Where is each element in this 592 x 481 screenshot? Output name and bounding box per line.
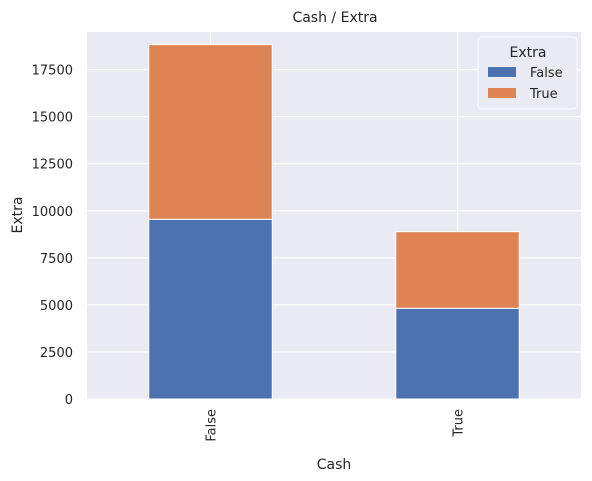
x-axis-ticks: False True bbox=[205, 409, 467, 442]
legend-title: Extra bbox=[510, 45, 547, 61]
y-axis-ticks: 0 2500 5000 7500 10000 12500 15000 17500 bbox=[32, 64, 73, 408]
y-tick-label: 0 bbox=[65, 393, 73, 408]
bar-false-false bbox=[148, 218, 273, 400]
legend-label-true: True bbox=[529, 87, 558, 102]
bar-true-false bbox=[395, 307, 520, 400]
bars bbox=[148, 44, 520, 400]
y-tick-label: 17500 bbox=[32, 64, 73, 79]
y-tick-label: 5000 bbox=[40, 299, 73, 314]
x-axis-label: Cash bbox=[317, 457, 352, 473]
y-tick-label: 10000 bbox=[32, 205, 73, 220]
bar-true-true bbox=[395, 231, 520, 309]
legend-swatch-false bbox=[488, 67, 516, 77]
y-tick-label: 7500 bbox=[40, 252, 73, 267]
y-tick-label: 12500 bbox=[32, 158, 73, 173]
y-tick-label: 2500 bbox=[40, 346, 73, 361]
legend: Extra False True bbox=[477, 36, 578, 110]
x-tick-label: True bbox=[452, 409, 467, 438]
y-axis-label: Extra bbox=[10, 197, 26, 234]
legend-swatch-true bbox=[488, 88, 516, 98]
bar-false-true bbox=[148, 44, 273, 220]
y-tick-label: 15000 bbox=[32, 111, 73, 126]
legend-label-false: False bbox=[530, 66, 563, 81]
x-tick-label: False bbox=[205, 409, 220, 442]
chart-title: Cash / Extra bbox=[292, 10, 377, 26]
